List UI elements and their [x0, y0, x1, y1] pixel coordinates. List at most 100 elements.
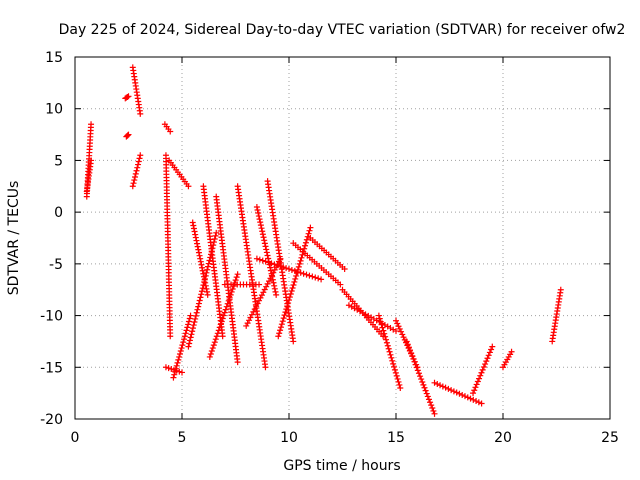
- data-point: [267, 267, 274, 274]
- data-point: [246, 317, 253, 324]
- data-point: [202, 282, 209, 289]
- data-point: [257, 294, 264, 301]
- data-point: [196, 297, 203, 304]
- data-point: [167, 128, 174, 135]
- data-point: [297, 269, 304, 276]
- data-point: [489, 343, 496, 350]
- x-tick-label: 0: [71, 430, 80, 446]
- data-point: [186, 337, 193, 344]
- data-point: [216, 324, 223, 331]
- data-point: [206, 353, 213, 360]
- data-point: [162, 364, 169, 371]
- data-point: [295, 263, 302, 270]
- data-point: [391, 363, 398, 370]
- data-point: [194, 306, 201, 313]
- series-pass-25: [307, 235, 348, 273]
- series-pass-33: [500, 348, 515, 371]
- data-point: [277, 327, 284, 334]
- data-point: [398, 328, 405, 335]
- data-point: [396, 381, 403, 388]
- data-point: [477, 372, 484, 379]
- data-point: [171, 371, 178, 378]
- data-point: [294, 268, 301, 275]
- series-pass-34: [549, 286, 564, 345]
- data-point: [483, 358, 490, 365]
- data-point: [272, 288, 279, 295]
- data-point: [179, 369, 185, 376]
- data-point: [380, 327, 387, 334]
- series-pass-27: [345, 302, 399, 335]
- data-point: [193, 237, 200, 244]
- data-point: [283, 265, 290, 272]
- data-point: [285, 300, 292, 307]
- data-point: [279, 318, 286, 325]
- y-tick-label: -10: [40, 309, 63, 325]
- data-point: [427, 399, 434, 406]
- data-point: [204, 291, 211, 298]
- x-tick-label: 10: [280, 430, 298, 446]
- data-point: [256, 216, 263, 223]
- data-point: [415, 370, 422, 377]
- data-point: [255, 210, 262, 217]
- data-point: [408, 350, 415, 357]
- data-point: [234, 359, 241, 366]
- y-tick-label: -5: [49, 257, 63, 273]
- data-point: [195, 300, 202, 307]
- data-point: [192, 315, 199, 322]
- data-point: [205, 260, 212, 267]
- data-point: [383, 339, 390, 346]
- data-point: [412, 361, 419, 368]
- data-point: [287, 291, 294, 298]
- data-point: [407, 347, 414, 354]
- data-point: [280, 264, 287, 271]
- data-point: [286, 297, 292, 304]
- data-point: [183, 327, 190, 334]
- data-point: [167, 333, 174, 340]
- y-tick-label: 0: [54, 205, 63, 221]
- y-tick-label: 5: [54, 153, 63, 169]
- data-point: [448, 387, 455, 394]
- data-point: [220, 312, 227, 319]
- data-point: [392, 369, 399, 376]
- data-point: [403, 338, 410, 345]
- data-point: [298, 254, 305, 261]
- data-point: [258, 292, 265, 299]
- data-point: [396, 325, 403, 332]
- data-point: [200, 270, 207, 277]
- data-point: [302, 239, 309, 246]
- data-point: [199, 285, 206, 292]
- series-pass-14: [200, 183, 226, 340]
- data-point: [193, 309, 200, 316]
- data-point: [411, 358, 418, 365]
- data-point: [271, 282, 278, 289]
- data-point: [381, 330, 388, 337]
- data-point: [387, 351, 394, 358]
- series-pass-20: [253, 203, 280, 298]
- data-point: [260, 289, 267, 296]
- data-point: [292, 275, 299, 282]
- data-point: [309, 273, 316, 280]
- data-point: [286, 266, 292, 273]
- data-point: [195, 249, 202, 256]
- data-point: [180, 339, 187, 346]
- data-point: [302, 242, 309, 249]
- data-point: [187, 312, 194, 319]
- data-point: [173, 362, 180, 369]
- data-point: [431, 379, 438, 386]
- data-point: [181, 333, 188, 340]
- data-point: [223, 303, 230, 310]
- data-point: [291, 267, 298, 274]
- x-tick-label: 25: [601, 430, 619, 446]
- y-tick-label: 15: [45, 50, 63, 66]
- data-point: [204, 263, 211, 270]
- data-point: [185, 318, 192, 325]
- series-pass-8: [166, 157, 192, 190]
- data-point: [257, 219, 264, 226]
- data-point: [268, 270, 275, 277]
- series-pass-4: [123, 131, 132, 140]
- data-point: [165, 365, 172, 372]
- data-point: [388, 354, 395, 361]
- data-point: [384, 342, 391, 349]
- series-pass-15: [206, 271, 241, 360]
- series-pass-16: [213, 193, 241, 366]
